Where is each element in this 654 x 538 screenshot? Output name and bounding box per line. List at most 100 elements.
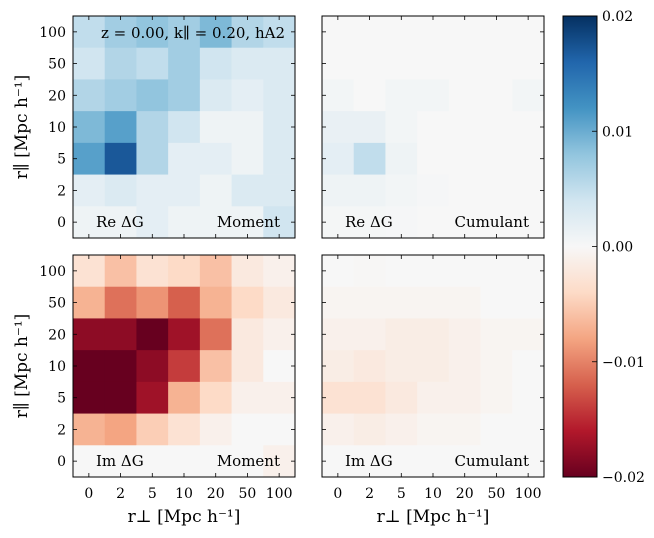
heatmap-cell <box>104 381 137 414</box>
y-tick-label: 0 <box>57 454 66 470</box>
x-axis-label: r⊥ [Mpc h⁻¹] <box>377 507 490 527</box>
heatmap-cell <box>385 79 418 112</box>
heatmap-cell <box>448 111 481 144</box>
panel-label: Im ΔG <box>96 452 144 470</box>
heatmap-cell <box>263 142 296 175</box>
heatmap-cell <box>73 16 106 49</box>
heatmap-cell <box>448 350 481 383</box>
heatmap-cell <box>199 79 232 112</box>
y-tick-label: 5 <box>57 152 66 168</box>
x-tick-label: 20 <box>456 486 474 502</box>
y-tick-label: 10 <box>48 120 66 136</box>
heatmap-cell <box>168 16 201 49</box>
heatmap-cell <box>73 174 106 207</box>
x-tick-label: 10 <box>424 486 442 502</box>
x-tick-label: 50 <box>488 486 506 502</box>
heatmap-cell <box>512 381 545 414</box>
heatmap-cell <box>263 286 296 319</box>
heatmap-cell <box>231 350 264 383</box>
heatmap-cell <box>512 206 545 239</box>
x-tick-label: 2 <box>365 486 374 502</box>
heatmap-cell <box>417 47 450 80</box>
heatmap-cell <box>168 445 201 478</box>
heatmap-cell <box>448 206 481 239</box>
heatmap-cell <box>136 255 169 288</box>
heatmap-cell <box>199 318 232 351</box>
heatmap-cell <box>231 47 264 80</box>
heatmap-cell <box>136 111 169 144</box>
heatmap-cell <box>73 350 106 383</box>
heatmap-cell <box>417 350 450 383</box>
heatmap-cell <box>168 255 201 288</box>
heatmap-cell <box>73 79 106 112</box>
heatmap-cell <box>512 286 545 319</box>
heatmap-cell <box>512 445 545 478</box>
y-tick-label: 50 <box>48 296 66 312</box>
heatmap-cell <box>104 16 137 49</box>
y-tick-label: 100 <box>39 264 66 280</box>
heatmap-cell <box>417 16 450 49</box>
heatmap-cell <box>104 142 137 175</box>
heatmap-cell <box>322 111 355 144</box>
heatmap-cell <box>168 174 201 207</box>
heatmap-cell <box>512 413 545 446</box>
heatmap-cell <box>417 413 450 446</box>
heatmap-cell <box>480 142 513 175</box>
x-tick-label: 100 <box>515 486 542 502</box>
heatmap-cell <box>199 381 232 414</box>
heatmap-cell <box>73 286 106 319</box>
heatmap-cell <box>168 47 201 80</box>
heatmap-cell <box>199 142 232 175</box>
heatmap-panel-1 <box>72 15 296 239</box>
y-tick-label: 2 <box>57 183 66 199</box>
panel-label: Re ΔG <box>345 213 393 231</box>
heatmap-cell <box>73 206 106 239</box>
method-label: Moment <box>217 452 280 470</box>
heatmap-cell <box>199 413 232 446</box>
heatmap-cell <box>353 286 386 319</box>
heatmap-cell <box>168 142 201 175</box>
heatmap-cell <box>448 318 481 351</box>
y-tick-label: 2 <box>57 422 66 438</box>
heatmap-cell <box>263 255 296 288</box>
heatmap-cell <box>231 445 264 478</box>
heatmap-cell <box>231 79 264 112</box>
heatmap-cell <box>168 381 201 414</box>
heatmap-cell <box>417 286 450 319</box>
heatmap-cell <box>263 381 296 414</box>
heatmap-cell <box>512 318 545 351</box>
heatmap-cell <box>104 413 137 446</box>
y-axis-label: r∥ [Mpc h⁻¹] <box>12 75 32 180</box>
heatmap-cell <box>353 16 386 49</box>
heatmap-cell <box>263 111 296 144</box>
heatmap-cell <box>231 142 264 175</box>
heatmap-cell <box>73 142 106 175</box>
heatmap-cell <box>353 142 386 175</box>
heatmap-cell <box>448 286 481 319</box>
x-tick-label: 20 <box>207 486 225 502</box>
heatmap-cell <box>231 413 264 446</box>
heatmap-cell <box>448 16 481 49</box>
heatmap-cell <box>263 16 296 49</box>
y-tick-label: 10 <box>48 359 66 375</box>
heatmap-cell <box>512 111 545 144</box>
y-axis-label: r∥ [Mpc h⁻¹] <box>12 314 32 419</box>
heatmap-cell <box>104 47 137 80</box>
heatmap-cell <box>417 79 450 112</box>
heatmap-cell <box>322 445 355 478</box>
heatmap-cell <box>73 111 106 144</box>
heatmap-cell <box>385 111 418 144</box>
heatmap-cell <box>385 350 418 383</box>
heatmap-cell <box>385 255 418 288</box>
heatmap-cell <box>417 174 450 207</box>
heatmap-cell <box>480 16 513 49</box>
heatmap-cell <box>512 255 545 288</box>
heatmap-cell <box>448 413 481 446</box>
heatmap-cell <box>263 350 296 383</box>
y-tick-label: 0 <box>57 215 66 231</box>
heatmap-cell <box>353 413 386 446</box>
heatmap-cell <box>448 79 481 112</box>
heatmap-cell <box>199 206 232 239</box>
heatmap-cell <box>168 350 201 383</box>
heatmap-cell <box>231 318 264 351</box>
